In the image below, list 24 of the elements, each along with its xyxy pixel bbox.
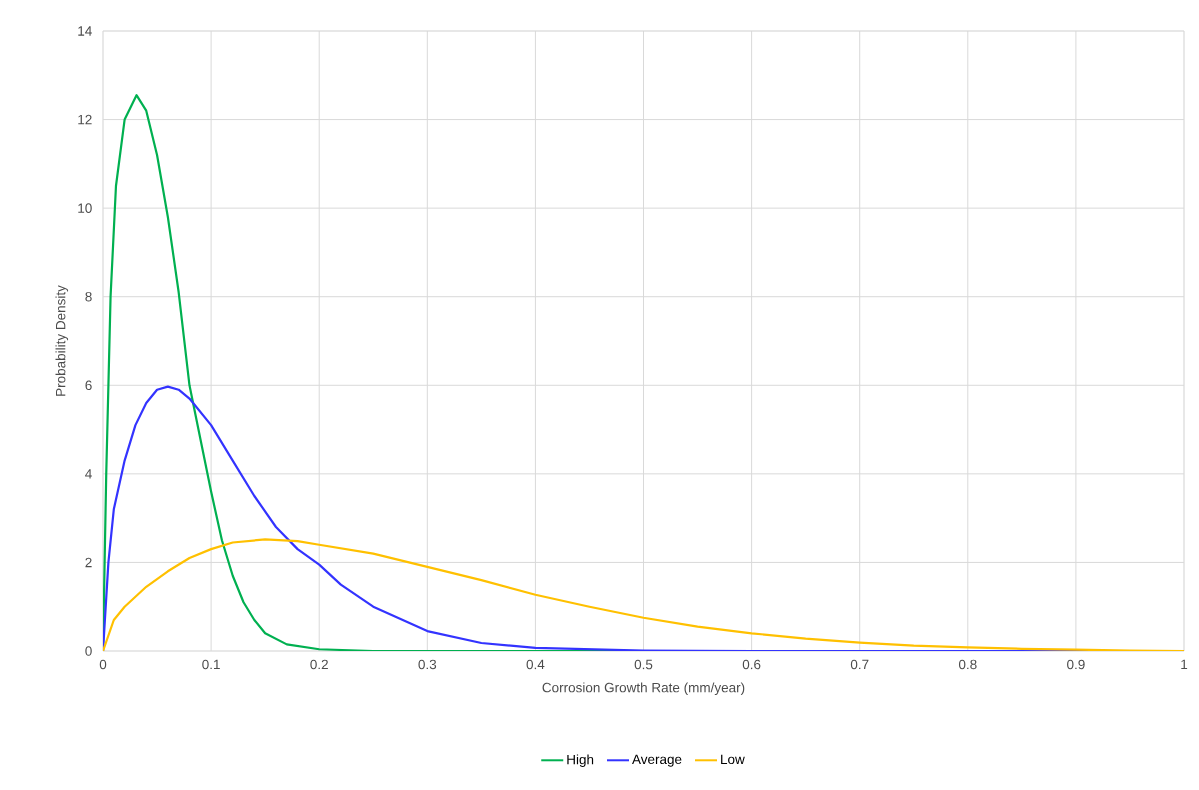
y-tick-label: 0	[85, 646, 92, 656]
x-tick-label: 0.5	[634, 659, 653, 670]
x-tick-label: 1	[1181, 659, 1188, 669]
y-tick-label: 6	[85, 380, 92, 391]
x-tick-label: 0.9	[1067, 659, 1085, 670]
x-tick-label: 0.1	[202, 659, 220, 670]
x-tick-label: 0.8	[958, 659, 977, 670]
y-axis-title: Probability Density	[55, 285, 69, 396]
y-tick-label: 2	[85, 557, 92, 568]
x-tick-label: 0.4	[526, 659, 545, 670]
y-tick-label: 14	[78, 26, 92, 36]
legend-label: Low	[721, 754, 745, 765]
y-tick-label: 10	[78, 203, 92, 213]
x-tick-label: 0.7	[850, 659, 869, 670]
x-tick-label: 0	[99, 659, 107, 670]
x-tick-label: 0.3	[418, 659, 437, 670]
x-tick-label: 0.6	[742, 659, 761, 670]
x-axis-title: Corrosion Growth Rate (mm/year)	[542, 682, 745, 696]
y-tick-label: 12	[78, 114, 92, 125]
x-tick-label: 0.2	[310, 659, 328, 670]
legend-label: High	[567, 754, 594, 767]
y-tick-label: 8	[85, 291, 92, 302]
legend-label: Average	[632, 754, 682, 767]
y-tick-label: 4	[85, 469, 92, 479]
